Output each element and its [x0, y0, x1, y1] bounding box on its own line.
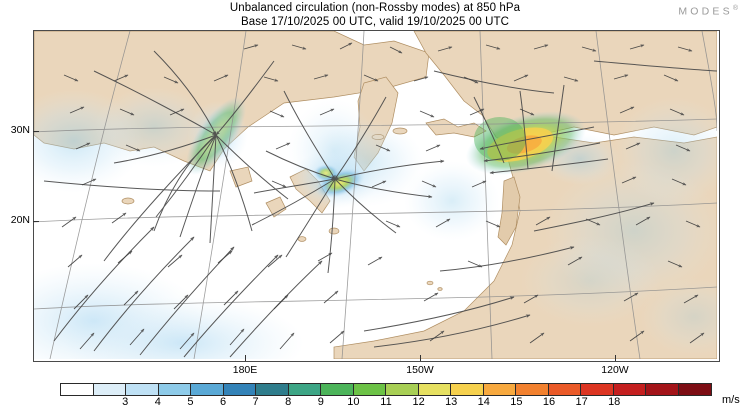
- colorbar-tick-13: 13: [445, 396, 458, 408]
- colorbar-cell: [256, 384, 289, 395]
- colorbar-tick-3: 3: [122, 396, 129, 408]
- wind-vectors: [61, 42, 705, 350]
- colorbar-tick-5: 5: [187, 396, 194, 408]
- colorbar-cell: [613, 384, 646, 395]
- modes-logo-mark: ®: [732, 5, 738, 12]
- colorbar-cell: [353, 384, 386, 395]
- colorbar-tick-10: 10: [347, 396, 360, 408]
- colorbar-cell: [93, 384, 126, 395]
- colorbar-tick-11: 11: [380, 396, 392, 408]
- colorbar-cell: [418, 384, 451, 395]
- colorbar-cell: [451, 384, 484, 395]
- colorbar-tick-6: 6: [219, 396, 227, 408]
- colorbar-cell: [158, 384, 191, 395]
- colorbar-tick-16: 16: [542, 396, 556, 408]
- graticule: [34, 31, 717, 359]
- map-canvas: [34, 31, 719, 361]
- lat-label-30n: 30N: [10, 124, 30, 136]
- lat-label-20n: 20N: [10, 214, 30, 226]
- lon-label-150w: 150W: [406, 364, 434, 376]
- colorbar-cell: [548, 384, 581, 395]
- colorbar-cell: [646, 384, 679, 395]
- colorbar-tick-8: 8: [285, 396, 292, 408]
- lon-tick: [245, 355, 246, 361]
- lon-label-120w: 120W: [601, 364, 629, 376]
- map-graphic: [34, 31, 717, 359]
- lon-label-180e: 180E: [232, 364, 258, 376]
- intensity-field: [34, 87, 717, 359]
- colorbar-tick-7: 7: [252, 396, 259, 408]
- colorbar-tick-18: 18: [608, 396, 621, 408]
- colorbar-tick-12: 12: [412, 396, 425, 408]
- lon-tick: [420, 355, 421, 361]
- colorbar-tick-14: 14: [477, 396, 490, 408]
- colorbar-cell: [386, 384, 419, 395]
- lon-tick: [615, 355, 616, 361]
- colorbar: 3 4 5 6 7 8 9 10 11 12 13 14 15 16 17 18: [60, 383, 712, 408]
- chart-title-block: Unbalanced circulation (non-Rossby modes…: [0, 2, 750, 29]
- colorbar-cell: [288, 384, 321, 395]
- colorbar-tick-4: 4: [154, 396, 161, 408]
- chart-subtitle: Base 17/10/2025 00 UTC, valid 19/10/2025…: [240, 15, 510, 28]
- lat-tick: [33, 221, 39, 222]
- colorbar-cell: [223, 384, 256, 395]
- colorbar-tick-9: 9: [317, 396, 324, 408]
- modes-logo-text: MODES: [678, 5, 733, 18]
- colorbar-cell: [581, 384, 614, 395]
- colorbar-gradient: [60, 383, 712, 396]
- colorbar-tick-17: 17: [575, 396, 588, 408]
- chart-title: Unbalanced circulation (non-Rossby modes…: [229, 2, 521, 14]
- colorbar-cell: [483, 384, 516, 395]
- colorbar-cell: [126, 384, 159, 395]
- colorbar-tick-15: 15: [510, 396, 523, 408]
- colorbar-unit-label: m/s: [722, 394, 740, 406]
- colorbar-cell: [61, 384, 94, 395]
- colorbar-cell: [516, 384, 549, 395]
- colorbar-cell: [321, 384, 354, 395]
- modes-logo: MODES®: [678, 5, 738, 18]
- streamlines: [43, 50, 717, 358]
- colorbar-cell: [678, 384, 711, 395]
- map-frame: [33, 30, 720, 362]
- colorbar-cell: [191, 384, 224, 395]
- lat-tick: [33, 131, 39, 132]
